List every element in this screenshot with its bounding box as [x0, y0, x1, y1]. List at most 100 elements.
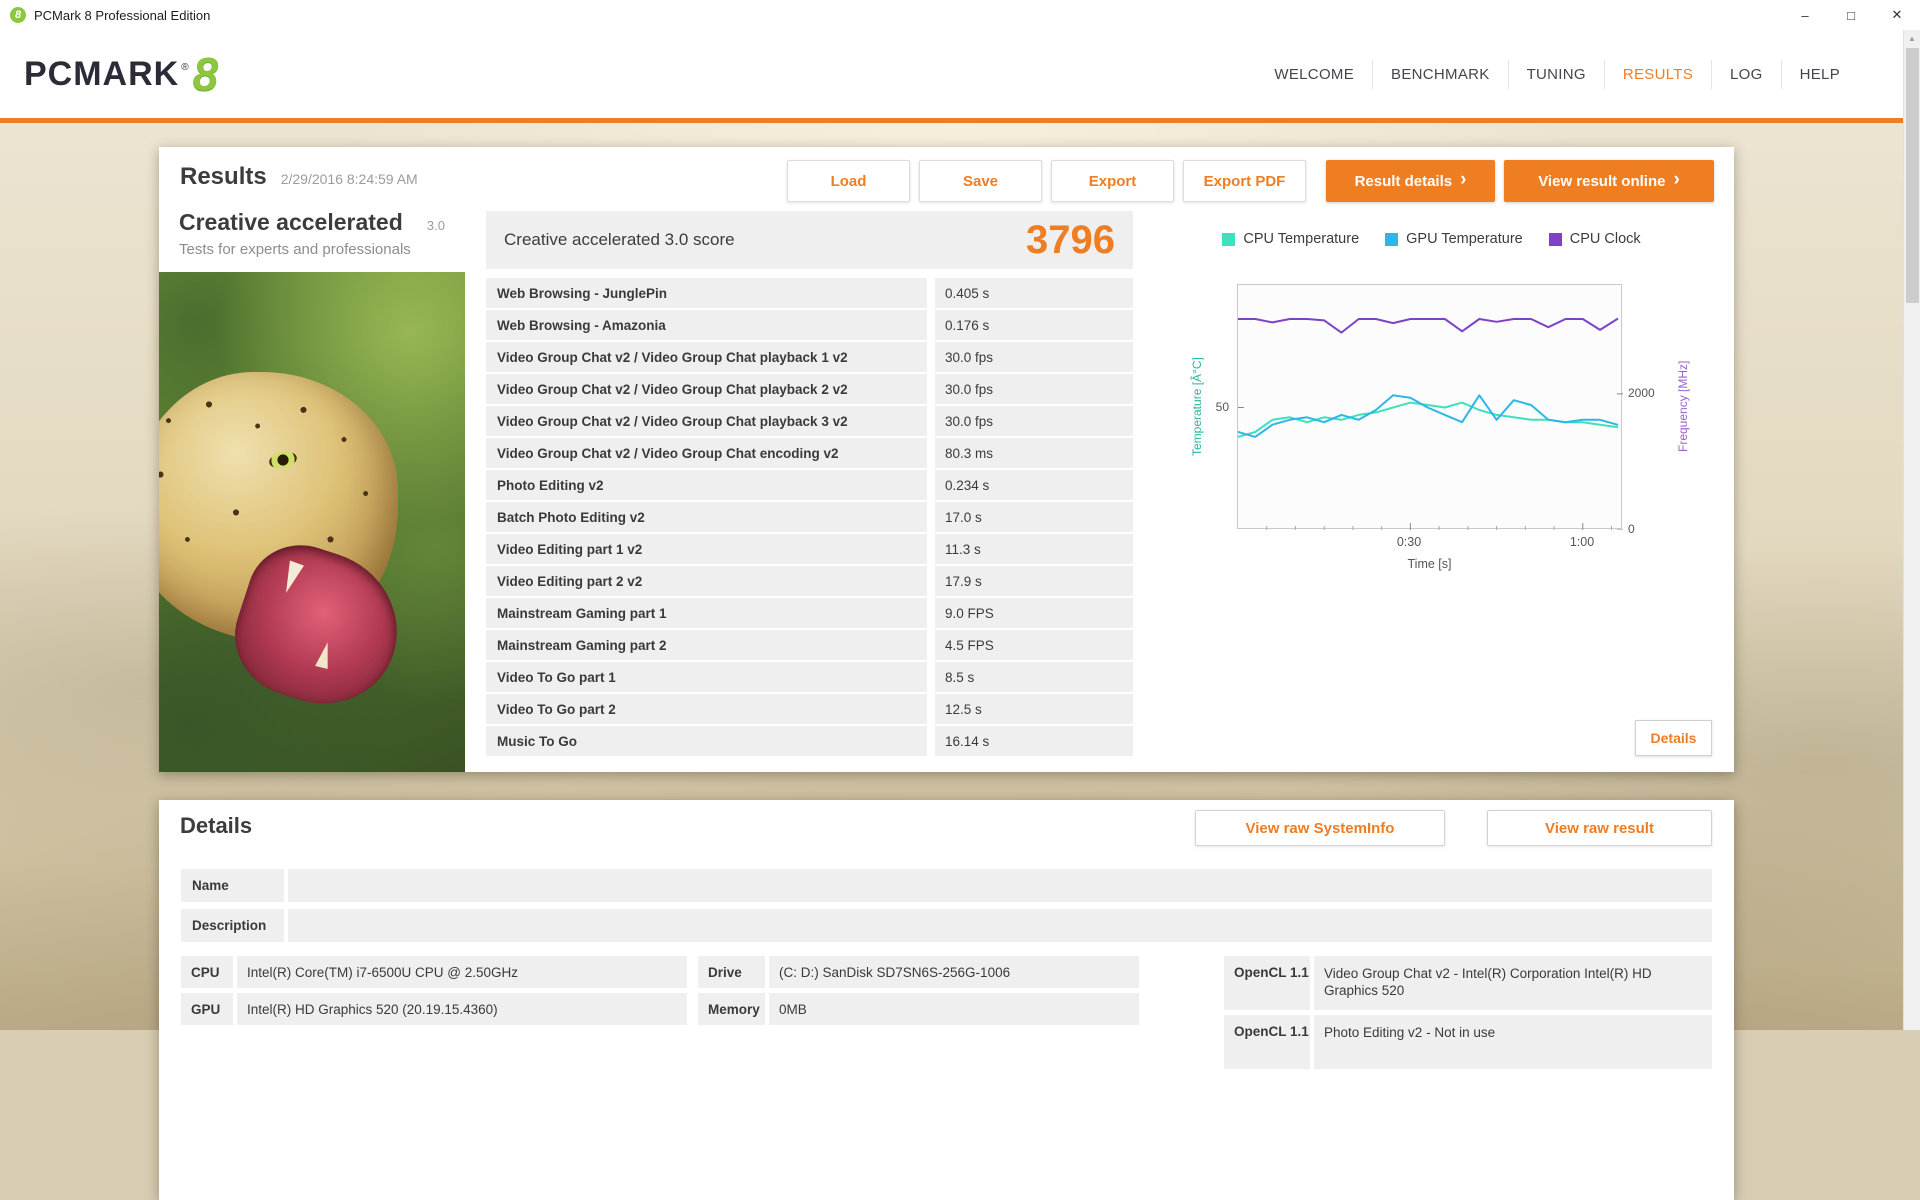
test-value: 17.0 s [935, 502, 1133, 532]
test-label: Video Editing part 2 v2 [486, 566, 927, 596]
right-axis-tick: 0 [1628, 522, 1635, 536]
opencl-value: Photo Editing v2 - Not in use [1314, 1015, 1712, 1069]
test-name: Creative accelerated [179, 209, 403, 235]
legend-label: CPU Temperature [1243, 231, 1360, 247]
name-value[interactable] [288, 869, 1712, 902]
score-value: 3796 [1026, 217, 1115, 262]
test-label: Mainstream Gaming part 2 [486, 630, 927, 660]
scrollbar-thumb[interactable] [1906, 48, 1919, 303]
memory-label: Memory [698, 993, 765, 1025]
cpu-label: CPU [181, 956, 233, 988]
left-axis-tick: 50 [1215, 400, 1229, 414]
nav-tuning[interactable]: TUNING [1507, 59, 1604, 89]
monitoring-chart [1237, 284, 1623, 531]
opencl-group: OpenCL 1.1 Video Group Chat v2 - Intel(R… [1224, 956, 1712, 1074]
vertical-scrollbar[interactable]: ▲ [1903, 30, 1920, 1030]
opencl-label: OpenCL 1.1 [1224, 956, 1310, 1010]
gpu-row: GPU Intel(R) HD Graphics 520 (20.19.15.4… [181, 993, 687, 1025]
result-details-button[interactable]: Result details › [1326, 160, 1495, 202]
logo-text: PCMARK [24, 54, 180, 93]
test-value: 0.405 s [935, 278, 1133, 308]
maximize-icon[interactable]: □ [1847, 7, 1855, 23]
test-value: 80.3 ms [935, 438, 1133, 468]
test-label: Video Group Chat v2 / Video Group Chat e… [486, 438, 927, 468]
table-row: Web Browsing - Amazonia 0.176 s [486, 310, 1133, 340]
save-button[interactable]: Save [919, 160, 1042, 202]
registered-mark: ® [181, 61, 189, 73]
legend-label: CPU Clock [1569, 231, 1641, 247]
description-value[interactable] [288, 909, 1712, 942]
window-controls: – □ ✕ [1782, 0, 1920, 30]
description-label: Description [181, 909, 284, 942]
x-axis-tick: 1:00 [1569, 535, 1595, 549]
drive-label: Drive [698, 956, 765, 988]
table-row: Video Editing part 1 v2 11.3 s [486, 534, 1133, 564]
test-version: 3.0 [426, 218, 445, 233]
nav-help[interactable]: HELP [1780, 59, 1858, 89]
window-title: PCMark 8 Professional Edition [34, 7, 211, 23]
test-value: 11.3 s [935, 534, 1133, 564]
graph-details-button[interactable]: Details [1635, 720, 1712, 756]
test-label: Video To Go part 1 [486, 662, 927, 692]
score-label: Creative accelerated 3.0 score [504, 230, 735, 249]
pcmark-logo: PCMARK ® 8 [24, 30, 218, 118]
opencl-row: OpenCL 1.1 Video Group Chat v2 - Intel(R… [1224, 956, 1712, 1010]
nav-log[interactable]: LOG [1711, 59, 1781, 89]
table-row: Video Editing part 2 v2 17.9 s [486, 566, 1133, 596]
test-label: Photo Editing v2 [486, 470, 927, 500]
close-icon[interactable]: ✕ [1891, 7, 1903, 22]
nav-welcome[interactable]: WELCOME [1274, 65, 1355, 83]
table-row: Web Browsing - JunglePin 0.405 s [486, 278, 1133, 308]
chart-legend: CPU Temperature GPU Temperature CPU Cloc… [1159, 231, 1704, 247]
results-card: Results 2/29/2016 8:24:59 AM Load Save E… [159, 147, 1734, 772]
chevron-right-icon: › [1673, 169, 1680, 190]
chevron-right-icon: › [1460, 169, 1467, 190]
memory-value: 0MB [769, 993, 1139, 1025]
test-value: 30.0 fps [935, 342, 1133, 372]
table-row: Video To Go part 2 12.5 s [486, 694, 1133, 724]
drive-row: Drive (C: D:) SanDisk SD7SN6S-256G-1006 [698, 956, 1139, 988]
test-label: Video Editing part 1 v2 [486, 534, 927, 564]
description-row: Description [181, 909, 1712, 942]
export-button[interactable]: Export [1051, 160, 1174, 202]
results-table: Web Browsing - JunglePin 0.405 s Web Brow… [486, 278, 1133, 758]
gpu-temperature-swatch [1385, 232, 1399, 246]
details-card: Details View raw SystemInfo View raw res… [159, 800, 1734, 1200]
opencl-value: Video Group Chat v2 - Intel(R) Corporati… [1314, 956, 1712, 1010]
results-page-title: Results [180, 163, 267, 190]
right-axis-label: Frequency [MHz] [1676, 360, 1690, 453]
load-button[interactable]: Load [787, 160, 910, 202]
minimize-icon[interactable]: – [1801, 7, 1809, 23]
view-result-online-button[interactable]: View result online › [1504, 160, 1714, 202]
x-axis-title: Time [s] [1407, 557, 1452, 571]
nav-benchmark[interactable]: BENCHMARK [1372, 59, 1508, 89]
drive-memory-group: Drive (C: D:) SanDisk SD7SN6S-256G-1006 … [698, 956, 1139, 1030]
view-raw-result-button[interactable]: View raw result [1487, 810, 1712, 846]
scroll-up-icon[interactable]: ▲ [1908, 34, 1916, 43]
test-value: 4.5 FPS [935, 630, 1133, 660]
meta-rows: Name Description [181, 869, 1712, 949]
nav-results[interactable]: RESULTS [1603, 59, 1711, 89]
chart-canvas [1237, 318, 1623, 531]
test-label: Video Group Chat v2 / Video Group Chat p… [486, 374, 927, 404]
main-nav: WELCOME BENCHMARK TUNING RESULTS LOG HEL… [1256, 30, 1858, 118]
logo-number: 8 [192, 48, 219, 100]
gpu-label: GPU [181, 993, 233, 1025]
drive-value: (C: D:) SanDisk SD7SN6S-256G-1006 [769, 956, 1139, 988]
test-value: 8.5 s [935, 662, 1133, 692]
view-raw-systeminfo-button[interactable]: View raw SystemInfo [1195, 810, 1445, 846]
test-label: Video Group Chat v2 / Video Group Chat p… [486, 406, 927, 436]
test-label: Batch Photo Editing v2 [486, 502, 927, 532]
test-value: 0.176 s [935, 310, 1133, 340]
app-icon: 8 [10, 7, 26, 23]
test-header: Creative accelerated 3.0 Tests for exper… [179, 209, 445, 258]
legend-gpu-temperature: GPU Temperature [1385, 231, 1523, 247]
opencl-label: OpenCL 1.1 [1224, 1015, 1310, 1069]
test-value: 16.14 s [935, 726, 1133, 756]
table-row: Video Group Chat v2 / Video Group Chat p… [486, 374, 1133, 404]
table-row: Video Group Chat v2 / Video Group Chat e… [486, 438, 1133, 468]
export-pdf-button[interactable]: Export PDF [1183, 160, 1306, 202]
right-axis-tick: 2000 [1628, 386, 1655, 400]
test-label: Web Browsing - Amazonia [486, 310, 927, 340]
window-titlebar: 8 PCMark 8 Professional Edition – □ ✕ [0, 0, 1920, 30]
